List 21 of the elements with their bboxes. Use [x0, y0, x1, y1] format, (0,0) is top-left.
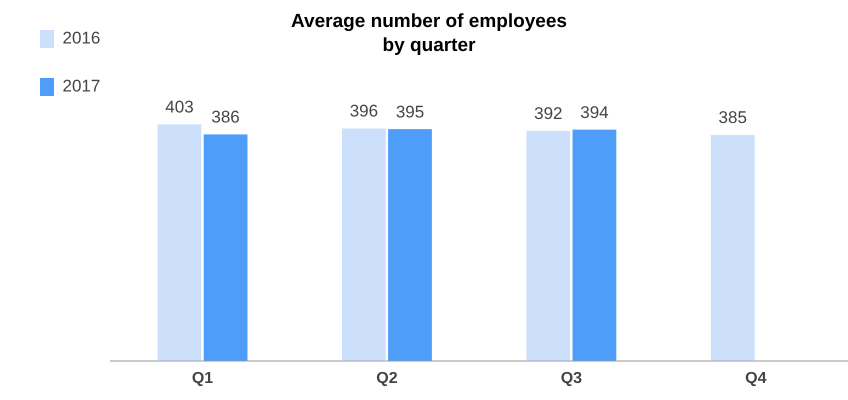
legend-label: 2017: [62, 76, 100, 96]
data-label: 394: [580, 102, 609, 122]
legend-label: 2016: [62, 28, 100, 48]
chart-title: Average number of employees by quarter: [291, 11, 567, 56]
x-tick-label: Q4: [745, 370, 767, 387]
bar: [572, 130, 616, 361]
x-tick-label: Q2: [376, 370, 398, 387]
bar: [342, 128, 386, 361]
bar: [158, 124, 202, 361]
bar: [526, 130, 570, 361]
bar: [204, 134, 248, 361]
x-tick-label: Q1: [192, 370, 214, 387]
data-label: 392: [534, 104, 563, 124]
bar: [710, 134, 755, 361]
x-tick-label: Q3: [560, 370, 582, 387]
data-label: 403: [165, 98, 194, 117]
data-label: 395: [396, 102, 424, 122]
bar: [388, 129, 432, 361]
data-label: 385: [718, 108, 747, 128]
data-label: 386: [211, 108, 240, 127]
data-label: 396: [350, 102, 378, 121]
